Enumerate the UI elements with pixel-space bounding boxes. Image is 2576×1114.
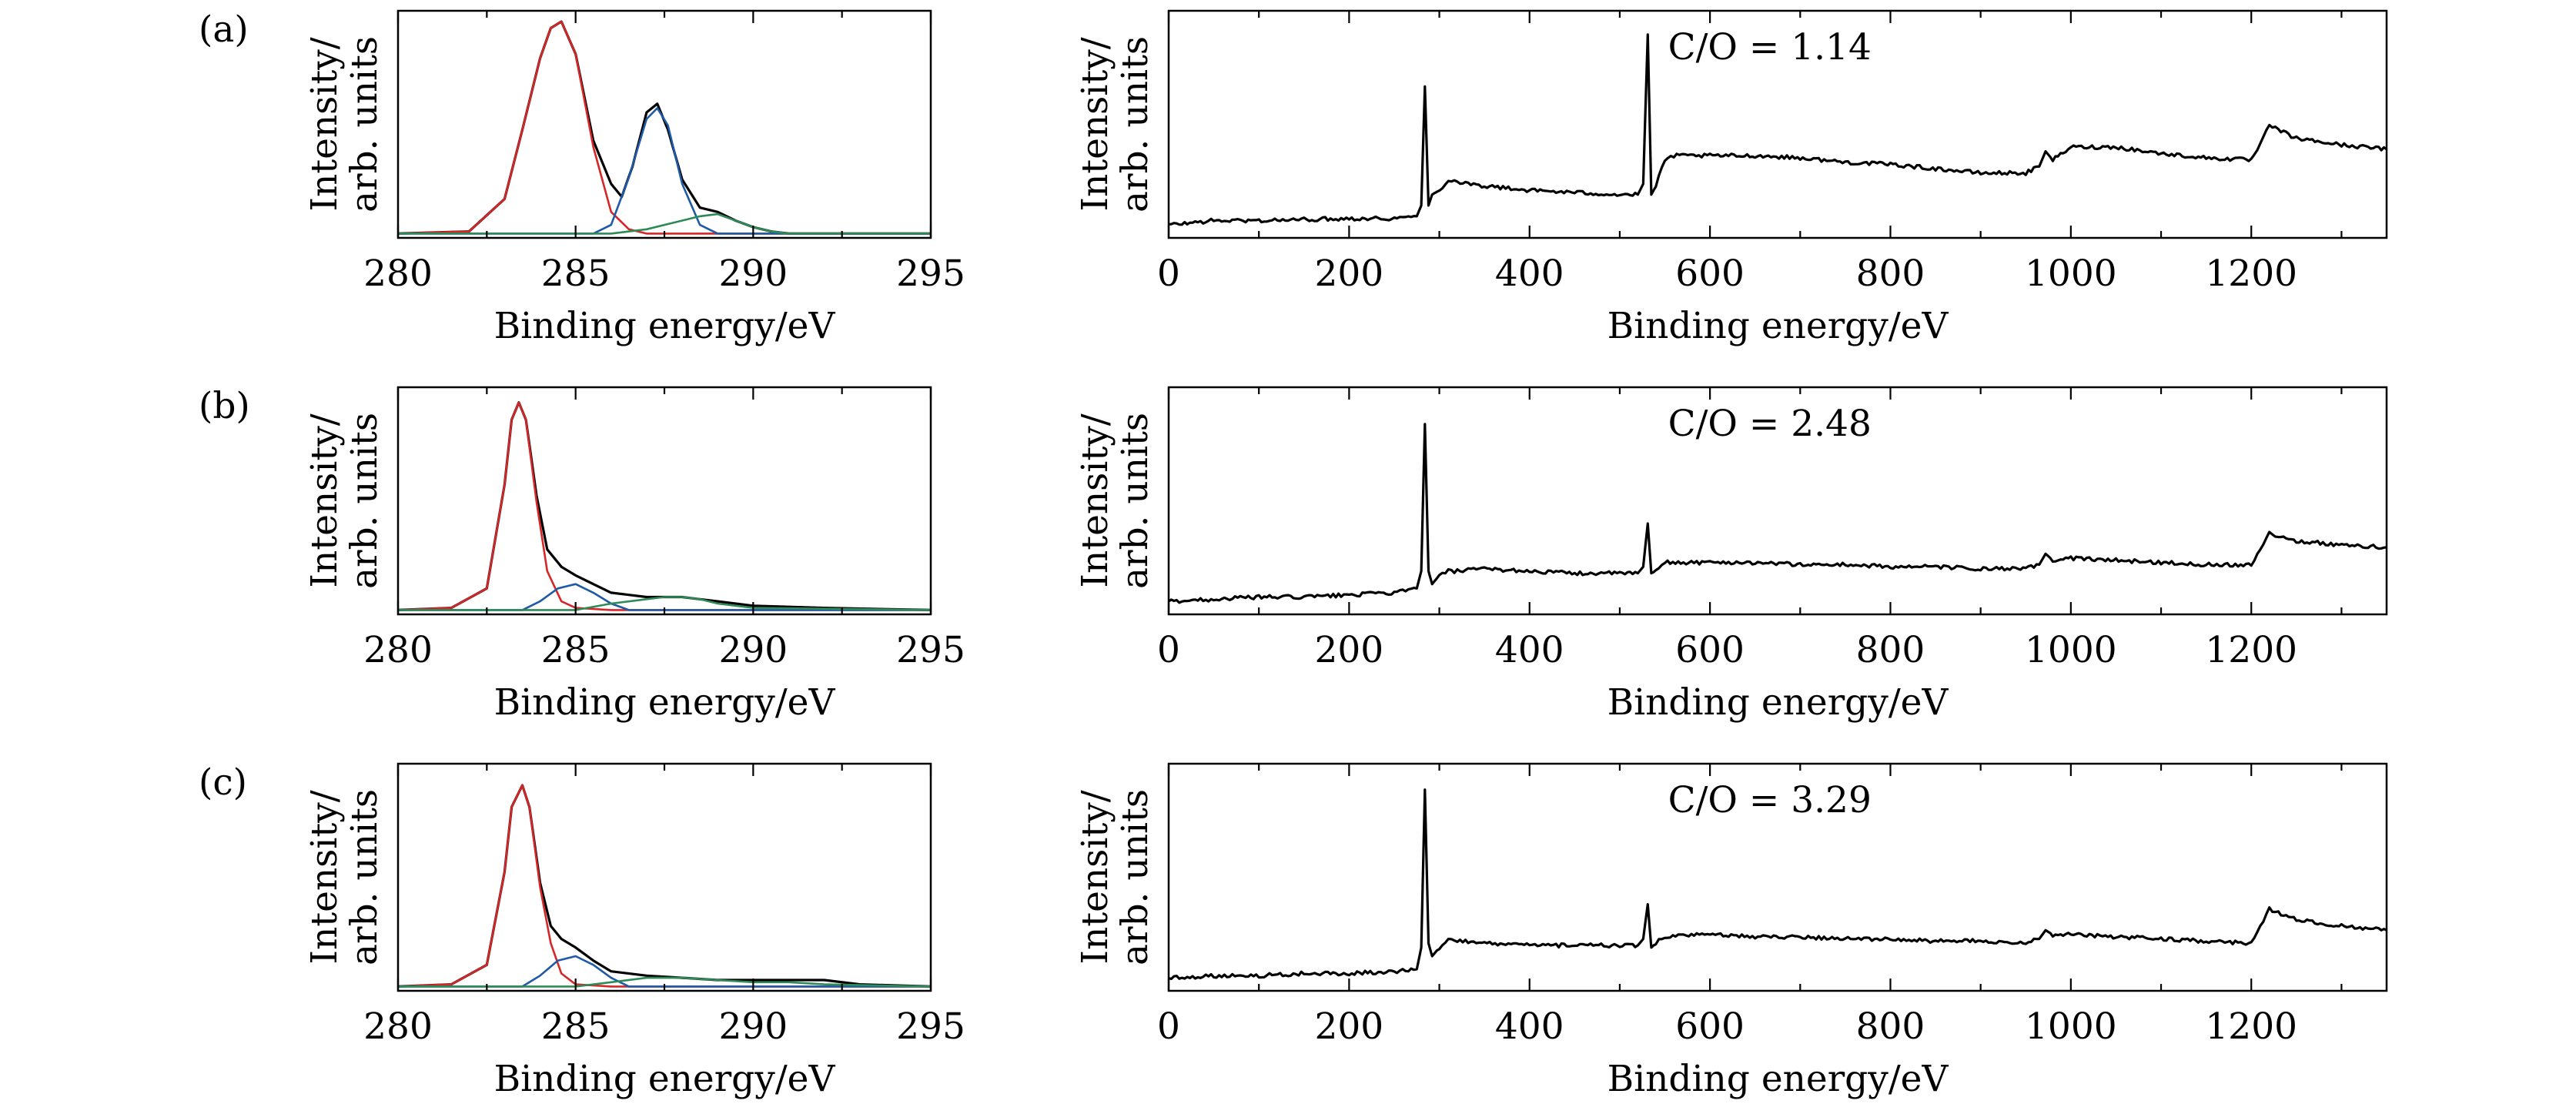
series-line-3 [398, 596, 931, 611]
x-tick-label: 800 [1856, 1005, 1925, 1048]
series-line-3 [398, 212, 931, 235]
y-axis-label-line1: Intensity/ [1074, 37, 1116, 211]
y-axis-label-line2: arb. units [1114, 789, 1156, 965]
ratio-annotation: C/O = 1.14 [1668, 26, 1872, 69]
x-tick-label: 280 [363, 253, 433, 295]
ratio-annotation: C/O = 2.48 [1668, 403, 1872, 445]
y-axis-label-line2: arb. units [343, 413, 386, 589]
x-tick-label: 0 [1157, 253, 1180, 295]
plot-area [398, 20, 931, 235]
x-tick-label: 600 [1675, 629, 1745, 671]
x-tick-label: 280 [363, 629, 433, 671]
x-tick-label: 285 [541, 253, 611, 295]
x-tick-label: 290 [718, 253, 788, 295]
panel-label: (c) [199, 761, 247, 804]
x-tick-label: 400 [1495, 1005, 1564, 1048]
y-axis-label-line1: Intensity/ [303, 37, 346, 211]
x-tick-label: 400 [1495, 253, 1564, 295]
x-tick-label: 1200 [2205, 1005, 2297, 1048]
x-axis-label: Binding energy/eV [1607, 681, 1949, 724]
x-tick-label: 295 [896, 1005, 965, 1048]
chart-panel-b-survey: 0 200 400 600 800 1000 1200 Binding energy/eV In… [1074, 386, 2388, 724]
axes-frame [396, 386, 932, 616]
chart-panel-c-c1s: 280 285 290 295 Binding energy/eV Intensity/a… [199, 761, 965, 1100]
x-tick-label: 1200 [2205, 253, 2297, 295]
y-axis-label: Intensity/arb. units [303, 413, 386, 589]
x-axis-label: Binding energy/eV [494, 1058, 836, 1100]
y-axis-label: Intensity/arb. units [1074, 36, 1156, 212]
plot-area [1169, 423, 2387, 604]
axes-frame [1167, 386, 2388, 616]
y-axis-label-line1: Intensity/ [1074, 790, 1116, 964]
panel-label: (a) [199, 8, 249, 51]
x-tick-label: 290 [718, 1005, 788, 1048]
x-axis-label: Binding energy/eV [1607, 305, 1949, 347]
y-axis-label-line2: arb. units [1114, 36, 1156, 212]
x-tick-label: 290 [718, 629, 788, 671]
x-tick-label: 285 [541, 629, 611, 671]
x-tick-label: 295 [896, 253, 965, 295]
series-line-1 [398, 20, 931, 235]
y-axis-label: Intensity/arb. units [1074, 789, 1156, 965]
x-axis-label: Binding energy/eV [494, 305, 836, 347]
x-axis-label: Binding energy/eV [1607, 1058, 1949, 1100]
x-tick-label: 200 [1315, 1005, 1384, 1048]
x-tick-label: 1000 [2025, 629, 2117, 671]
plot-area [1169, 788, 2387, 981]
x-tick-label: 1000 [2025, 253, 2117, 295]
x-tick-label: 200 [1315, 253, 1384, 295]
chart-panel-b-c1s: 280 285 290 295 Binding energy/eV Intensity/a… [199, 385, 965, 724]
y-axis-label-line1: Intensity/ [303, 790, 346, 964]
axes-frame [1167, 9, 2388, 239]
series-line-3 [398, 976, 931, 988]
axes-frame [1167, 762, 2388, 992]
ratio-annotation: C/O = 3.29 [1668, 779, 1872, 821]
x-axis-label: Binding energy/eV [494, 681, 836, 724]
y-axis-label-line1: Intensity/ [1074, 413, 1116, 587]
x-tick-label: 1200 [2205, 629, 2297, 671]
y-axis-label: Intensity/arb. units [303, 36, 386, 212]
x-tick-label: 200 [1315, 629, 1384, 671]
x-tick-label: 280 [363, 1005, 433, 1048]
x-tick-label: 800 [1856, 629, 1925, 671]
x-tick-label: 295 [896, 629, 965, 671]
y-axis-label: Intensity/arb. units [303, 789, 386, 965]
series-line-0 [1169, 423, 2387, 604]
y-axis-label-line1: Intensity/ [303, 413, 346, 587]
series-line-0 [1169, 788, 2387, 981]
plot-area [398, 784, 931, 988]
chart-panel-a-survey: 0 200 400 600 800 1000 1200 Binding energy/eV In… [1074, 9, 2388, 347]
x-tick-label: 0 [1157, 1005, 1180, 1048]
series-line-2 [398, 583, 931, 611]
series-line-0 [398, 401, 931, 611]
x-tick-label: 800 [1856, 253, 1925, 295]
series-line-0 [398, 20, 931, 235]
x-tick-label: 400 [1495, 629, 1564, 671]
series-line-0 [1169, 33, 2387, 226]
series-line-2 [398, 955, 931, 988]
x-tick-label: 0 [1157, 629, 1180, 671]
axes-frame [396, 9, 932, 239]
y-axis-label-line2: arb. units [343, 789, 386, 965]
chart-panel-c-survey: 0 200 400 600 800 1000 1200 Binding energy/eV In… [1074, 762, 2388, 1100]
y-axis-label-line2: arb. units [1114, 413, 1156, 589]
y-axis-label-line2: arb. units [343, 36, 386, 212]
chart-panel-a-c1s: 280 285 290 295 Binding energy/eV Intensity/a… [199, 8, 965, 347]
series-line-2 [398, 107, 931, 235]
series-line-0 [398, 784, 931, 988]
panel-label: (b) [199, 385, 250, 427]
axes-frame [396, 762, 932, 992]
series-line-1 [398, 784, 931, 988]
x-tick-label: 600 [1675, 253, 1745, 295]
series-line-1 [398, 401, 931, 611]
plot-area [1169, 33, 2387, 226]
plot-area [398, 401, 931, 611]
x-tick-label: 285 [541, 1005, 611, 1048]
x-tick-label: 1000 [2025, 1005, 2117, 1048]
y-axis-label: Intensity/arb. units [1074, 413, 1156, 589]
x-tick-label: 600 [1675, 1005, 1745, 1048]
